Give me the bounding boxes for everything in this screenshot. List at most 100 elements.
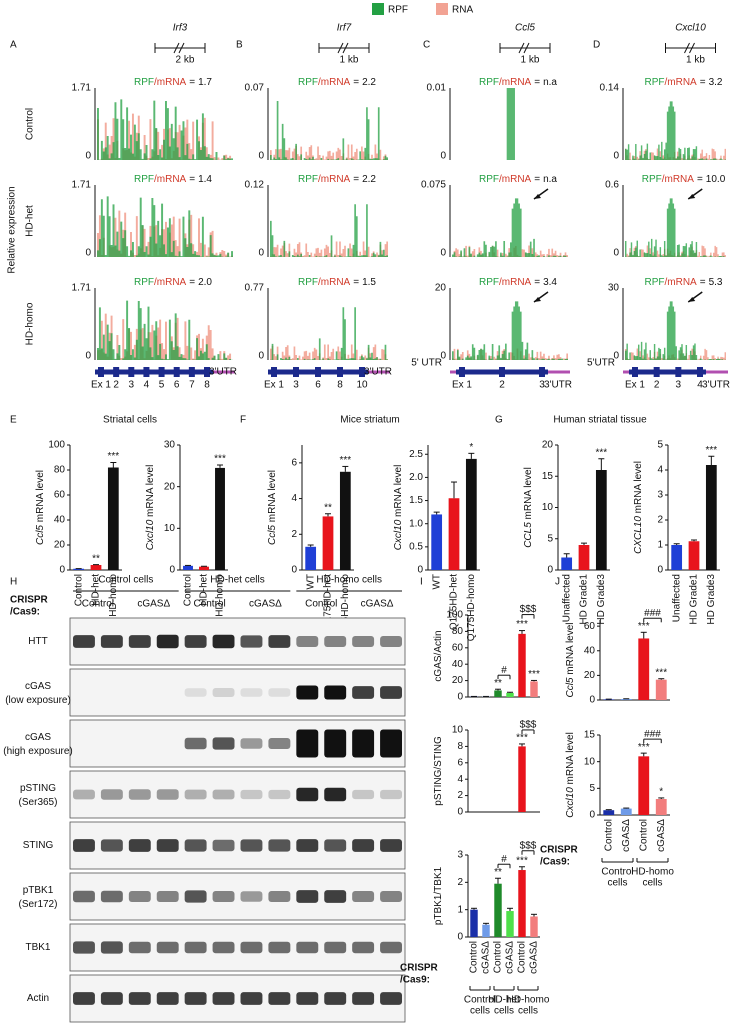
exon: [499, 367, 505, 377]
exon-label: Ex 1: [91, 380, 111, 391]
exon-label: 7: [189, 380, 195, 391]
blot-panel: [69, 719, 406, 768]
blot-band: [296, 992, 319, 1005]
lane-label: Control: [193, 599, 225, 610]
exon: [128, 367, 135, 377]
utr5-label: 5'UTR: [587, 358, 615, 369]
utr3-label: 3'UTR: [209, 367, 237, 378]
x-tick-label: Q175HD-homo: [340, 574, 351, 642]
track-ymin: 0: [613, 351, 619, 362]
rpf-coverage: [625, 301, 726, 360]
significance: ***: [107, 451, 119, 462]
ratio-label: RPF/mRNA = 10.0: [642, 174, 726, 185]
x-tick-label: Q175HD-het: [323, 574, 334, 630]
y-tick-label: 20: [542, 440, 554, 451]
track-ymax: 0.14: [600, 83, 620, 94]
ratio-mrna: /mRNA: [499, 174, 532, 185]
blot-band: [296, 839, 319, 852]
y-tick-label: 2.5: [409, 449, 423, 460]
x-tick-label: Unaffected: [671, 574, 682, 622]
significance: ***: [638, 742, 650, 753]
exon-label: Ex 1: [625, 380, 645, 391]
y-tick-label: 0: [59, 565, 65, 576]
ratio-eq: =: [534, 277, 540, 288]
significance: *: [469, 442, 473, 453]
y-label-text: pSTING/STING: [433, 736, 444, 806]
gene-name: Irf7: [337, 23, 352, 34]
ratio-value: 2.0: [198, 277, 212, 288]
significance: **: [494, 678, 502, 689]
blot-band: [184, 839, 207, 852]
y-tick-label: 10: [164, 523, 176, 534]
blot-band: [268, 891, 291, 902]
exon: [271, 367, 277, 377]
blot-band: [352, 686, 375, 699]
x-tick-label: HD Grade1: [689, 574, 700, 625]
blot-band: [73, 992, 95, 1005]
ratio-mrna: /mRNA: [154, 174, 187, 185]
bracket-label: ###: [644, 608, 661, 619]
y-label-gene: CXCL10: [633, 516, 644, 554]
y-tick-label: 5: [589, 783, 595, 794]
ratio-mrna: /mRNA: [665, 77, 698, 88]
significance: **: [324, 502, 332, 513]
y-tick-label: 100: [48, 440, 65, 451]
y-axis-label: CXCL10 mRNA level: [633, 461, 644, 554]
blot-band: [184, 688, 207, 697]
ratio-eq: =: [353, 77, 359, 88]
exon: [653, 367, 660, 377]
blot-panel: [69, 668, 406, 717]
bar: [561, 557, 573, 570]
blot-band: [268, 992, 291, 1005]
blot-band: [128, 839, 151, 852]
ratio-value: 1.4: [198, 174, 212, 185]
bar: [431, 514, 443, 570]
blot-band: [156, 941, 179, 954]
ratio-value: 1.7: [198, 77, 212, 88]
blot-band: [240, 635, 263, 648]
blot-band: [268, 839, 291, 852]
blot-band: [212, 992, 235, 1005]
utr3-label: 3'UTR: [702, 380, 730, 391]
bar: [494, 690, 502, 697]
track-ymax: 30: [608, 283, 620, 294]
blot-panel: [69, 872, 406, 921]
y-label-gene: Ccl5: [565, 677, 576, 697]
bar: [215, 467, 225, 570]
panel-letter: G: [495, 415, 503, 426]
track-ymax: 1.71: [72, 283, 92, 294]
blot-band: [324, 839, 347, 852]
blot-band: [100, 941, 123, 954]
arrow-head: [534, 194, 541, 199]
y-tick-label: 20: [164, 481, 176, 492]
track-ymin: 0: [258, 351, 264, 362]
lane-label: cGASΔ: [137, 599, 170, 610]
exon-label: 4: [697, 380, 703, 391]
y-tick-label: 30: [164, 440, 176, 451]
scale-label: 1 kb: [521, 55, 540, 66]
track-ymax: 1.71: [72, 180, 92, 191]
y-tick-label: 2.0: [409, 472, 423, 483]
blot-row-label: Actin: [27, 993, 49, 1004]
bar: [530, 681, 538, 697]
x-tick-label: HD Grade3: [706, 574, 717, 625]
ratio-eq: =: [353, 174, 359, 185]
y-tick-label: 0.5: [409, 541, 423, 552]
blot-row-sub: (Ser365): [19, 797, 58, 808]
y-tick-label: 0: [547, 565, 553, 576]
blot-panel: [69, 617, 406, 666]
bracket-label: #: [501, 665, 507, 676]
ratio-rpf: RPF: [645, 277, 665, 288]
x-tick-label: HD Grade1: [579, 574, 590, 625]
scale-break: [689, 42, 695, 54]
blot-band: [73, 789, 95, 800]
y-tick-label: 4: [457, 774, 463, 785]
exon-label: 2: [654, 380, 660, 391]
panel-title: Human striatal tissue: [553, 415, 647, 426]
ratio-value: 3.2: [709, 77, 723, 88]
blot-band: [184, 789, 207, 800]
scale-label: 1 kb: [340, 55, 359, 66]
track-y-label: Relative expression: [7, 186, 18, 273]
scale-break: [173, 42, 180, 54]
